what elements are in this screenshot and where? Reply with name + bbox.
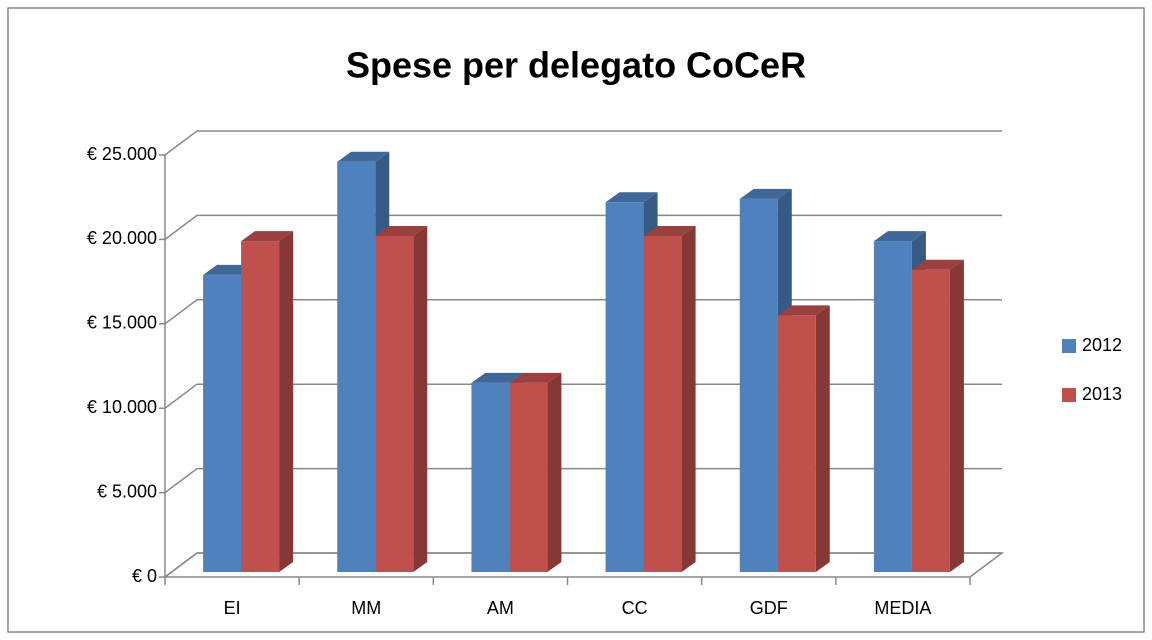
x-tick-label: EI — [224, 598, 241, 618]
bar — [739, 198, 778, 572]
bar-side — [279, 231, 294, 572]
grid-line — [159, 383, 1002, 409]
x-tick-label: CC — [622, 598, 648, 618]
bar-side — [681, 226, 696, 573]
legend-swatch — [1062, 339, 1076, 353]
y-tick-label: € 15.000 — [87, 313, 157, 333]
bar-top — [873, 231, 926, 242]
legend-label: 2013 — [1082, 384, 1122, 404]
grid-line — [159, 467, 1002, 494]
y-tick-label: € 25.000 — [87, 144, 157, 164]
bar-top — [375, 226, 428, 237]
chart-frame — [7, 7, 1145, 633]
x-tick-label: MEDIA — [874, 598, 931, 618]
y-tick-label: € 0 — [132, 566, 157, 586]
legend-swatch — [1062, 388, 1076, 402]
bar — [203, 274, 242, 572]
bar-top — [739, 188, 792, 199]
y-tick-label: € 20.000 — [87, 228, 157, 248]
chart-title: Spese per delegato CoCeR — [346, 45, 806, 86]
bar — [509, 382, 548, 572]
legend-label: 2012 — [1082, 335, 1122, 355]
x-tick-label: MM — [351, 598, 381, 618]
bar — [605, 202, 644, 572]
grid-line — [159, 552, 1002, 578]
grid-line — [159, 214, 1002, 241]
y-tick-label: € 5.000 — [97, 481, 157, 501]
bar-top — [471, 372, 524, 383]
bar — [911, 269, 950, 572]
bar-top — [911, 259, 964, 270]
bar — [337, 161, 376, 572]
bar-side — [815, 305, 830, 572]
y-tick-label: € 10.000 — [87, 397, 157, 417]
bar — [777, 315, 816, 572]
bar-top — [643, 226, 696, 237]
bar-top — [241, 231, 294, 242]
bar — [873, 241, 912, 572]
bar-top — [605, 192, 658, 203]
grid-line — [159, 299, 1002, 325]
bar — [241, 241, 280, 572]
x-tick-label: GDF — [750, 598, 788, 618]
bar — [643, 236, 682, 573]
bar-side — [413, 226, 428, 573]
bar-top — [509, 372, 562, 383]
x-tick-label: AM — [487, 598, 514, 618]
bar-top — [337, 151, 390, 162]
bar — [375, 236, 414, 573]
bar-side — [547, 372, 562, 572]
bar — [471, 382, 510, 572]
grid-line — [159, 130, 1002, 156]
bar-side — [949, 259, 964, 572]
bar-top — [777, 305, 830, 316]
